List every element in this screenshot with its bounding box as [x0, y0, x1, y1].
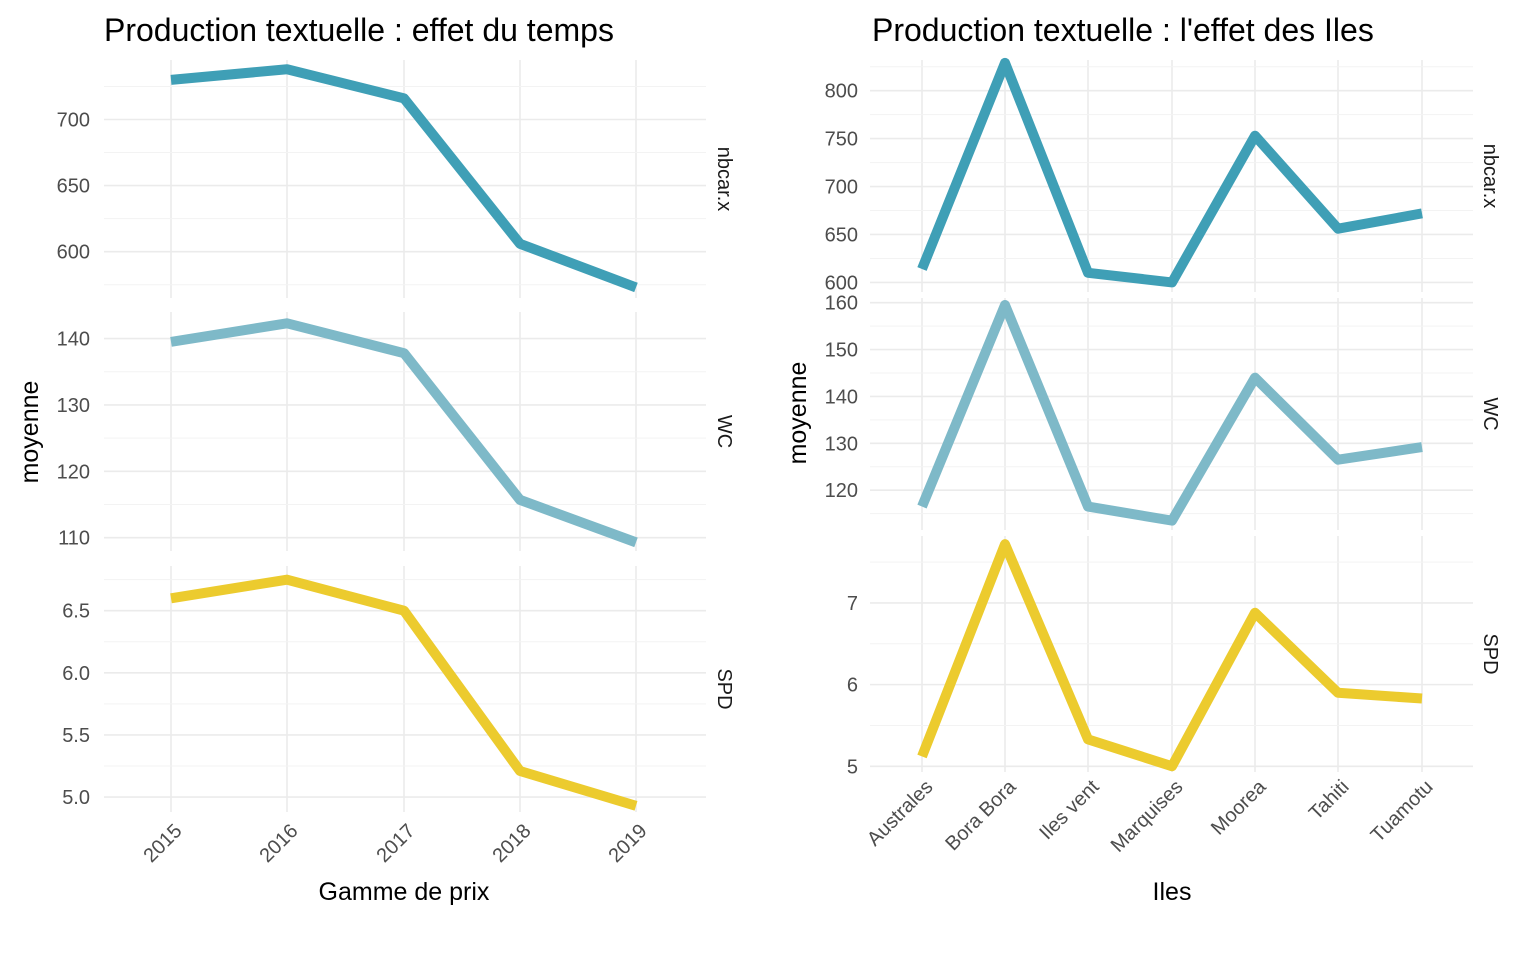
facet-SPD: 5 6 7 SPD: [847, 536, 1501, 778]
y-tick-label: 6.0: [62, 663, 90, 685]
y-tick-label: 5.0: [62, 787, 90, 809]
y-tick-label: 650: [825, 224, 858, 246]
x-tick-label: Marquises: [1107, 776, 1188, 857]
series-line-nbcar.x: [917, 57, 1423, 288]
x-tick-label: Moorea: [1207, 775, 1271, 839]
y-tick-label: 5.5: [62, 725, 90, 747]
facet-strip-label: SPD: [713, 668, 735, 709]
y-tick-label: 700: [825, 177, 858, 199]
y-tick-label: 150: [825, 340, 858, 362]
facet-nbcar.x: 600 650 700 nbcar.x: [57, 60, 735, 298]
y-tick-label: 120: [825, 480, 858, 502]
facet-strip-label: SPD: [1479, 633, 1501, 674]
chart-title-left: Production textuelle : effet du temps: [104, 12, 614, 48]
facet-WC: 120 130 140 150 160 WC: [825, 293, 1501, 530]
series-line-SPD: [917, 539, 1423, 772]
chart-panel-1: 600 650 700 nbcar.x 110 120 130 140 WC 5.0 5.5 6.0 6…: [57, 60, 735, 867]
y-tick-label: 6.5: [62, 601, 90, 623]
series-line-SPD: [170, 574, 638, 811]
x-tick-label: 2015: [140, 820, 187, 867]
x-axis-title-left: Gamme de prix: [319, 878, 490, 906]
x-tick-label: Bora Bora: [941, 775, 1021, 855]
x-tick-label: 2019: [605, 820, 652, 867]
facet-SPD: 5.0 5.5 6.0 6.5 SPD: [62, 566, 735, 812]
y-tick-label: 650: [57, 176, 90, 198]
y-tick-label: 130: [825, 433, 858, 455]
x-tick-label: 2018: [489, 820, 536, 867]
series-line-WC: [917, 300, 1423, 526]
facet-strip-label: WC: [1479, 397, 1501, 430]
series-line-nbcar.x: [170, 64, 638, 293]
y-tick-label: 600: [825, 272, 858, 294]
y-axis-title-right: moyenne: [784, 362, 812, 465]
chart-panel-2: 600 650 700 750 800 nbcar.x 120 130 140 150 160 WC 5…: [825, 57, 1501, 857]
x-tick-label: Iles vent: [1035, 776, 1104, 845]
y-tick-label: 110: [58, 528, 90, 550]
x-tick-label: Australes: [863, 776, 938, 851]
y-tick-label: 6: [847, 675, 858, 697]
y-tick-label: 5: [847, 756, 858, 778]
y-tick-label: 750: [825, 129, 858, 151]
facet-strip-label: nbcar.x: [1479, 144, 1501, 208]
facet-WC: 110 120 130 140 WC: [57, 312, 735, 551]
series-line-WC: [170, 318, 638, 548]
y-tick-label: 800: [825, 81, 858, 103]
y-axis-title-left: moyenne: [16, 381, 44, 484]
y-tick-label: 700: [57, 110, 90, 132]
chart-title-right: Production textuelle : l'effet des Iles: [872, 12, 1374, 48]
x-axis-title-right: Iles: [1153, 878, 1192, 906]
y-tick-label: 140: [57, 329, 90, 351]
x-tick-label: Tuamotu: [1367, 776, 1438, 847]
y-tick-label: 130: [57, 395, 90, 417]
facet-nbcar.x: 600 650 700 750 800 nbcar.x: [825, 57, 1501, 294]
x-tick-label: 2016: [256, 820, 303, 867]
facet-strip-label: nbcar.x: [713, 147, 735, 211]
y-tick-label: 140: [825, 386, 858, 408]
y-tick-label: 160: [825, 293, 858, 315]
y-tick-label: 600: [57, 242, 90, 264]
x-tick-label: 2017: [373, 820, 420, 867]
facet-strip-label: WC: [713, 415, 735, 448]
y-tick-label: 120: [57, 461, 90, 483]
x-tick-label: Tahiti: [1305, 776, 1354, 825]
y-tick-label: 7: [847, 593, 858, 615]
